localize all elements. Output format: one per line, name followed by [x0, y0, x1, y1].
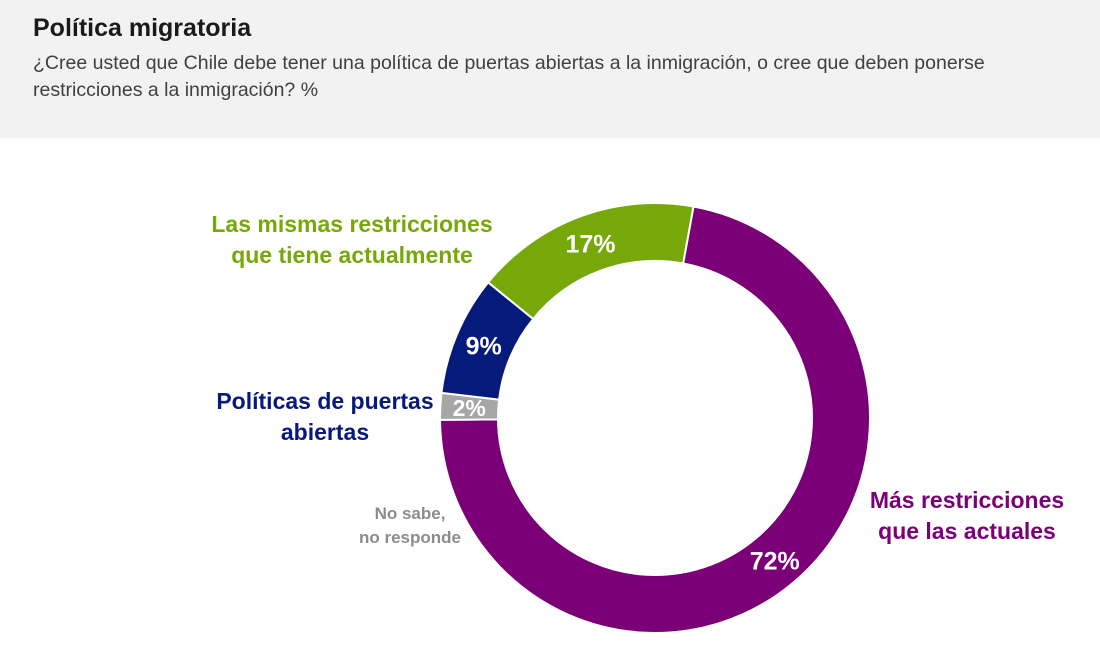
category-label-mas-restricciones: Más restricciones que las actuales	[870, 487, 1064, 544]
question-subtitle: ¿Cree usted que Chile debe tener una pol…	[33, 52, 985, 101]
donut-slice-mismas-restricciones	[486, 202, 695, 321]
header-band: Política migratoria ¿Cree usted que Chil…	[0, 0, 1100, 138]
value-label-mas-restricciones: 72%	[750, 547, 800, 575]
category-label-no-sabe: No sabe, no responde	[359, 504, 461, 547]
donut-slice-mas-restricciones	[438, 205, 871, 634]
category-label-puertas-abiertas: Políticas de puertas abiertas	[216, 388, 433, 445]
value-label-mismas-restricciones: 17%	[565, 231, 615, 259]
page-title: Política migratoria	[33, 14, 252, 42]
value-label-no-sabe: 2%	[453, 395, 486, 421]
value-label-puertas-abiertas: 9%	[466, 333, 502, 361]
category-label-mismas-restricciones: Las mismas restricciones que tiene actual…	[211, 211, 492, 268]
